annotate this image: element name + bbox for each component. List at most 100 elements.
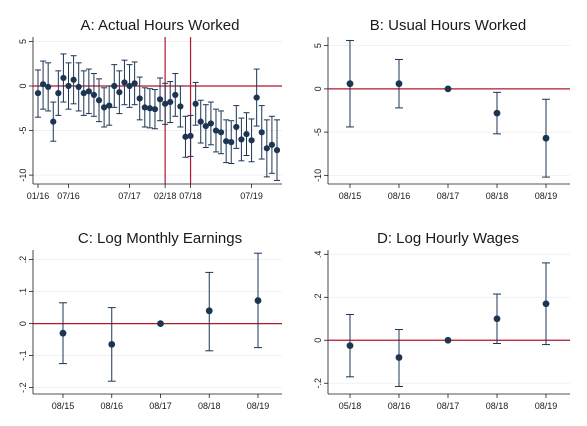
data-point bbox=[233, 123, 240, 131]
data-point bbox=[55, 90, 62, 97]
x-tick-label: 02/18 bbox=[154, 191, 177, 201]
panel-title: A: Actual Hours Worked bbox=[81, 17, 240, 34]
data-point bbox=[111, 82, 118, 90]
data-point bbox=[146, 105, 153, 112]
data-point bbox=[493, 109, 501, 117]
data-point bbox=[116, 89, 123, 96]
data-point bbox=[157, 320, 164, 327]
data-point bbox=[254, 297, 262, 304]
x-tick-label: 08/16 bbox=[388, 401, 411, 411]
data-point bbox=[223, 138, 230, 145]
y-tick-label: -5 bbox=[313, 128, 323, 136]
x-tick-label: 08/15 bbox=[339, 191, 362, 201]
data-point bbox=[197, 118, 204, 125]
data-point bbox=[85, 88, 92, 95]
data-point bbox=[268, 141, 276, 148]
panel-title: B: Usual Hours Worked bbox=[370, 17, 526, 34]
data-point bbox=[167, 98, 174, 106]
x-tick-label: 08/19 bbox=[535, 191, 558, 201]
panel-d-log-hourly-wages: D: Log Hourly Wages .4 .2 0 -.2 05/18 08/16 08/… bbox=[313, 230, 570, 411]
data-point bbox=[141, 104, 148, 111]
data-point bbox=[182, 133, 189, 140]
data-point bbox=[121, 79, 128, 86]
data-point bbox=[101, 104, 108, 111]
y-tick-label: .2 bbox=[313, 294, 323, 302]
x-tick-label: 08/15 bbox=[52, 401, 75, 411]
data-point bbox=[172, 91, 179, 99]
data-point bbox=[60, 74, 67, 82]
data-point bbox=[263, 145, 270, 152]
y-tick-label: 5 bbox=[18, 39, 28, 44]
data-point bbox=[273, 147, 281, 154]
x-tick-label: 08/17 bbox=[437, 191, 460, 201]
y-tick-label: 0 bbox=[18, 321, 28, 326]
x-tick-label: 08/16 bbox=[388, 191, 411, 201]
data-point bbox=[542, 300, 550, 308]
panel-title: D: Log Hourly Wages bbox=[377, 230, 519, 247]
data-point bbox=[493, 315, 501, 323]
x-tick-label: 08/17 bbox=[149, 401, 172, 411]
x-tick-label: 07/17 bbox=[118, 191, 141, 201]
x-tick-label: 08/18 bbox=[486, 401, 509, 411]
data-point bbox=[228, 139, 235, 146]
x-tick-label: 08/18 bbox=[486, 191, 509, 201]
data-point bbox=[207, 120, 214, 127]
x-tick-label: 08/18 bbox=[198, 401, 221, 411]
y-tick-label: 0 bbox=[18, 83, 28, 88]
data-point bbox=[243, 131, 250, 138]
x-tick-label: 01/16 bbox=[27, 191, 50, 201]
data-point bbox=[202, 122, 209, 130]
data-point bbox=[59, 329, 67, 337]
data-point bbox=[192, 100, 199, 107]
panel-b-usual-hours: B: Usual Hours Worked 5 0 -5 -10 08/15 08/16 08… bbox=[313, 17, 570, 201]
data-point bbox=[136, 95, 143, 102]
y-tick-label: 0 bbox=[313, 86, 323, 91]
data-point bbox=[253, 94, 260, 101]
data-point bbox=[65, 82, 72, 90]
data-point bbox=[156, 96, 164, 103]
x-tick-label: 07/18 bbox=[179, 191, 202, 201]
data-point bbox=[212, 127, 220, 134]
x-tick-label: 05/18 bbox=[339, 401, 362, 411]
data-point bbox=[162, 100, 169, 107]
data-point bbox=[444, 85, 452, 93]
y-tick-label: -10 bbox=[18, 169, 28, 182]
y-tick-label: -5 bbox=[18, 127, 28, 135]
data-point bbox=[90, 91, 98, 99]
data-point bbox=[346, 342, 354, 350]
data-point bbox=[106, 102, 113, 109]
x-tick-label: 08/19 bbox=[535, 401, 558, 411]
panel-a-actual-hours: A: Actual Hours Worked 5 0 -5 -10 01/16 07/16 0… bbox=[18, 17, 282, 201]
y-tick-label: .2 bbox=[18, 256, 28, 264]
data-point bbox=[395, 354, 403, 361]
y-tick-label: -10 bbox=[313, 169, 323, 182]
data-point bbox=[151, 106, 159, 113]
data-point bbox=[131, 80, 138, 87]
x-tick-label: 07/19 bbox=[240, 191, 263, 201]
data-point bbox=[258, 129, 265, 136]
data-point bbox=[108, 341, 116, 348]
data-point bbox=[444, 336, 452, 344]
y-tick-label: .1 bbox=[18, 288, 28, 296]
data-point bbox=[95, 97, 103, 104]
y-tick-label: 0 bbox=[313, 338, 323, 343]
data-point bbox=[346, 80, 354, 88]
x-tick-label: 08/16 bbox=[100, 401, 123, 411]
data-point bbox=[205, 307, 213, 315]
x-tick-label: 08/17 bbox=[437, 401, 460, 411]
data-point bbox=[34, 90, 42, 97]
data-point bbox=[45, 83, 52, 90]
data-point bbox=[126, 82, 133, 90]
data-point bbox=[39, 81, 47, 88]
y-tick-label: -.1 bbox=[18, 350, 28, 361]
data-point bbox=[395, 80, 403, 88]
data-point bbox=[187, 132, 194, 139]
x-tick-label: 08/19 bbox=[247, 401, 270, 411]
y-tick-label: 5 bbox=[313, 43, 323, 48]
data-point bbox=[75, 83, 82, 90]
panel-title: C: Log Monthly Earnings bbox=[78, 230, 242, 247]
data-point bbox=[80, 90, 87, 97]
y-tick-label: -.2 bbox=[313, 378, 323, 389]
data-point bbox=[248, 137, 255, 144]
